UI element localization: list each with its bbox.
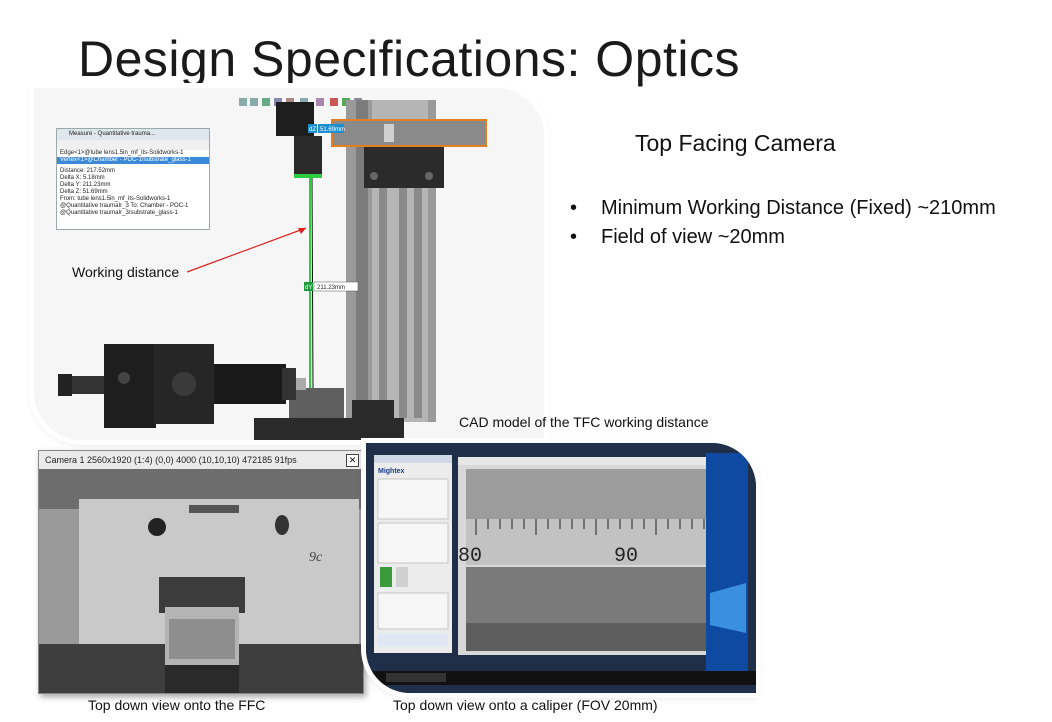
camera-frame: 9c: [39, 469, 363, 693]
measure-result: Delta Y: 211.23mm: [60, 182, 111, 188]
measure-result: @Quantitative traumaIr_3 To: Chamber - P…: [60, 203, 189, 209]
svg-text:9c: 9c: [309, 550, 323, 565]
caliper-view-image: Mightex 80 90: [366, 443, 756, 693]
section-heading: Top Facing Camera: [635, 130, 836, 156]
svg-text:211.23mm: 211.23mm: [317, 285, 345, 291]
bullet-text: Field of view ~20mm: [601, 226, 785, 248]
bullet-item: • Minimum Working Distance (Fixed) ~210m…: [570, 194, 1010, 223]
measure-panel[interactable]: Measure - Quantitative trauma... Edge<1>…: [56, 128, 210, 230]
measure-toolbar[interactable]: [57, 140, 209, 150]
measure-result: @Quantitative traumaIr_3/substrate_glass…: [60, 210, 178, 216]
bullet-marker: •: [570, 226, 578, 248]
svg-text:80: 80: [458, 545, 482, 568]
spec-bullet-list: • Minimum Working Distance (Fixed) ~210m…: [570, 194, 1010, 252]
caliper-caption: Top down view onto a caliper (FOV 20mm): [393, 697, 658, 713]
measure-selection-item[interactable]: Vertex<1>@Chamber - POC-1/substrate_glas…: [57, 157, 209, 164]
cad-illustration: dZ 51.69mm dY 211.23mm: [34, 88, 544, 440]
camera-caption: Top down view onto the FFC: [88, 697, 266, 713]
measure-result: Delta X: 5.18mm: [60, 175, 105, 181]
svg-text:dY: dY: [305, 285, 312, 291]
bullet-marker: •: [570, 197, 578, 219]
caliper-screenshot: Mightex 80 90: [366, 443, 756, 693]
svg-text:90: 90: [614, 545, 638, 568]
svg-text:Mightex: Mightex: [378, 468, 405, 475]
measure-selection-item[interactable]: Edge<1>@tube lens1.5in_mf_its-Solidworks…: [60, 150, 184, 156]
camera-window-title: Camera 1 2560x1920 (1:4) (0,0) 4000 (10,…: [39, 451, 363, 469]
svg-text:51.69mm: 51.69mm: [320, 127, 345, 133]
measure-result: Delta Z: 51.69mm: [60, 189, 108, 195]
working-distance-label: Working distance: [72, 264, 180, 280]
cad-model-image: dZ 51.69mm dY 211.23mm Measure - Quantit…: [34, 88, 544, 440]
bullet-text: Minimum Working Distance (Fixed) ~210mm: [601, 197, 996, 219]
cad-caption: CAD model of the TFC working distance: [459, 414, 709, 430]
measure-result: From: tube lens1.5in_mf_its-Solidworks-1: [60, 196, 171, 202]
svg-text:dZ: dZ: [309, 127, 316, 133]
measure-panel-title: Measure - Quantitative trauma...: [57, 129, 209, 140]
slide-title: Design Specifications: Optics: [78, 31, 741, 87]
close-icon[interactable]: ✕: [346, 454, 359, 467]
camera-view-image: Camera 1 2560x1920 (1:4) (0,0) 4000 (10,…: [38, 450, 364, 694]
measure-result: Distance: 217.52mm: [60, 168, 116, 174]
bullet-item: • Field of view ~20mm: [570, 223, 1010, 252]
